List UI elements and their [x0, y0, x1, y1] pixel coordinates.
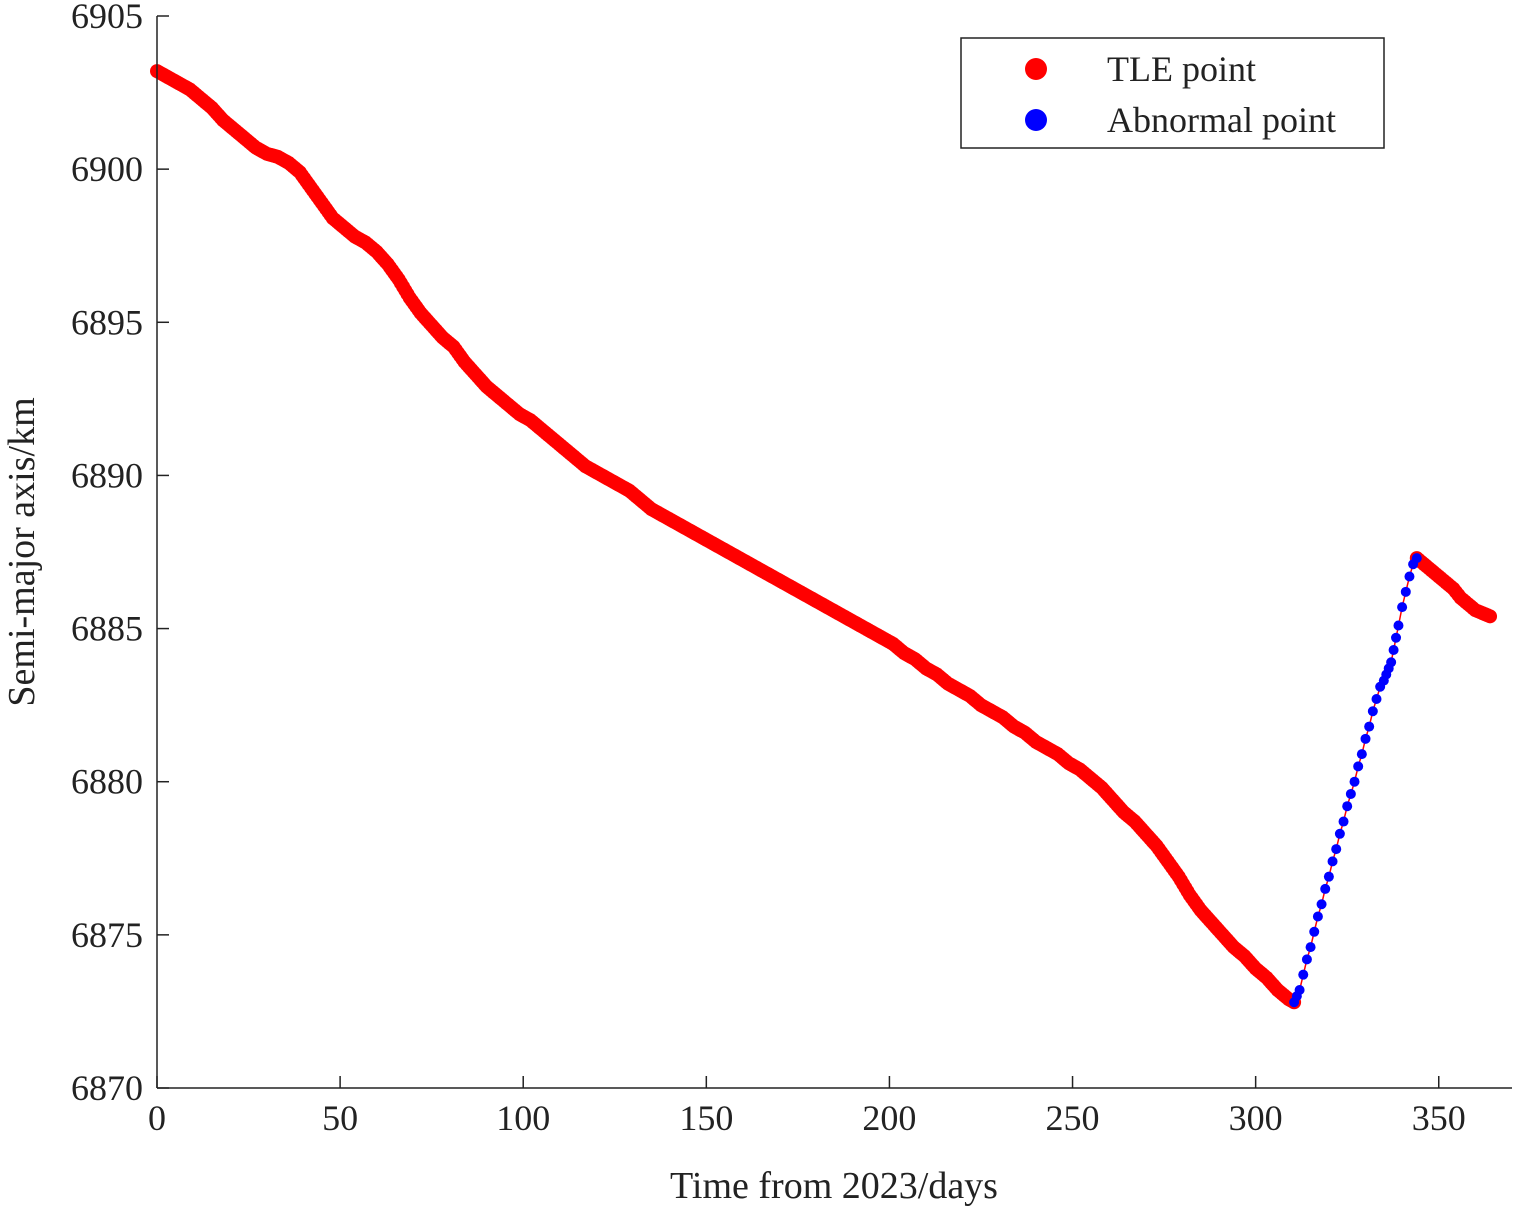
legend-label-tle-point: TLE point: [1107, 49, 1256, 89]
y-tick-label: 6870: [71, 1068, 143, 1108]
legend-marker-tle-point: [1025, 58, 1047, 80]
abnormal-point-marker: [1312, 911, 1323, 922]
abnormal-point-marker: [1367, 706, 1378, 717]
abnormal-point-marker: [1404, 571, 1415, 582]
legend-marker-abnormal-point: [1025, 109, 1047, 131]
abnormal-point-marker: [1397, 602, 1408, 613]
x-tick-label: 100: [496, 1098, 550, 1138]
abnormal-point-marker: [1305, 942, 1316, 953]
abnormal-point-marker: [1353, 761, 1364, 772]
abnormal-point-marker: [1301, 954, 1312, 965]
abnormal-point-marker: [1345, 788, 1356, 799]
series-abnormal-point: [1289, 553, 1422, 1008]
abnormal-point-marker: [1316, 899, 1327, 910]
abnormal-point-marker: [1356, 749, 1367, 760]
abnormal-point-marker: [1386, 657, 1397, 668]
abnormal-point-marker: [1388, 645, 1399, 656]
x-axis-label: Time from 2023/days: [670, 1165, 998, 1207]
abnormal-point-marker: [1400, 586, 1411, 597]
abnormal-point-marker: [1393, 620, 1404, 631]
tick-labels: 0 50 100 150 200 250 300 350 6870 6875 6880 6885 689…: [71, 0, 1466, 1138]
abnormal-point-marker: [1331, 844, 1342, 855]
trajectory-line: [156, 70, 1491, 1004]
abnormal-point-marker: [1411, 553, 1422, 564]
abnormal-point-marker: [1360, 733, 1371, 744]
abnormal-point-marker: [1391, 632, 1402, 643]
abnormal-point-marker: [1334, 828, 1345, 839]
y-tick-label: 6880: [71, 762, 143, 802]
abnormal-point-marker: [1298, 969, 1309, 980]
abnormal-point-marker: [1320, 883, 1331, 894]
y-axis-label: Semi-major axis/km: [1, 397, 43, 706]
y-tick-label: 6875: [71, 915, 143, 955]
y-tick-label: 6885: [71, 609, 143, 649]
x-tick-label: 300: [1229, 1098, 1283, 1138]
abnormal-point-marker: [1309, 926, 1320, 937]
legend-label-abnormal-point: Abnormal point: [1107, 100, 1336, 140]
abnormal-point-marker: [1323, 871, 1334, 882]
series-tle-point: [150, 64, 1498, 1010]
x-tick-label: 0: [148, 1098, 166, 1138]
abnormal-point-marker: [1294, 984, 1305, 995]
series-points: [150, 64, 1498, 1010]
abnormal-point-marker: [1338, 816, 1349, 827]
abnormal-point-marker: [1349, 776, 1360, 787]
abnormal-point-marker: [1327, 856, 1338, 867]
tle-point-marker: [1483, 609, 1498, 624]
x-tick-label: 250: [1046, 1098, 1100, 1138]
legend: TLE point Abnormal point: [960, 37, 1385, 149]
plot-lines: [156, 70, 1491, 1004]
abnormal-point-marker: [1342, 801, 1353, 812]
y-tick-label: 6895: [71, 302, 143, 342]
x-tick-label: 150: [679, 1098, 733, 1138]
x-tick-label: 350: [1412, 1098, 1466, 1138]
x-tick-label: 200: [862, 1098, 916, 1138]
y-tick-label: 6905: [71, 0, 143, 36]
abnormal-point-marker: [1364, 721, 1375, 732]
axes: [156, 15, 1512, 1089]
y-tick-label: 6900: [71, 149, 143, 189]
abnormal-point-marker: [1371, 694, 1382, 705]
y-tick-label: 6890: [71, 455, 143, 495]
x-tick-label: 50: [322, 1098, 358, 1138]
